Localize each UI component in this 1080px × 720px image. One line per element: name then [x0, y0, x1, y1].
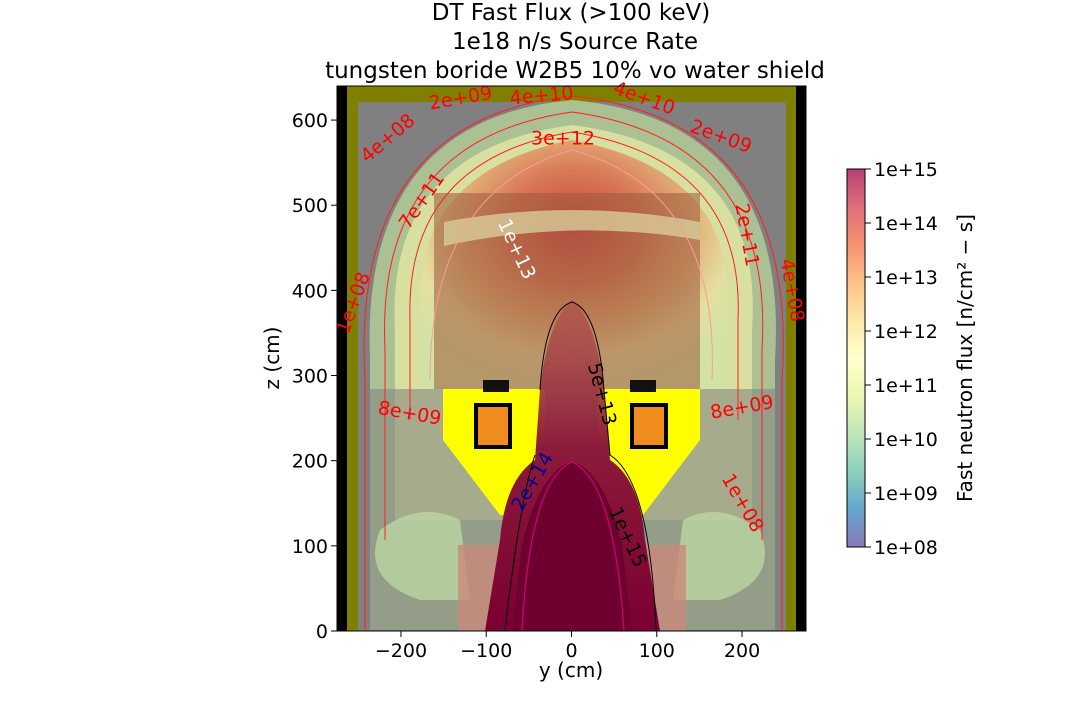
x-tick-label: −100	[460, 640, 512, 662]
contour-line-inner	[409, 131, 739, 420]
contour-line-core	[429, 149, 713, 381]
colorbar-tick-label: 1e+15	[874, 159, 938, 181]
y-tick-label: 600	[292, 110, 328, 132]
x-axis-label: y (cm)	[539, 658, 603, 682]
left-coil	[474, 403, 512, 449]
y-tick-label: 100	[292, 536, 328, 558]
colorbar-label: Fast neutron flux [n/cm² − s]	[953, 214, 977, 502]
flux-map	[337, 86, 806, 631]
contour-line-mid	[384, 111, 764, 540]
colorbar-bar	[846, 168, 866, 548]
y-axis-label: z (cm)	[260, 327, 284, 390]
colorbar-tick-label: 1e+13	[874, 267, 938, 289]
colorbar-tick-label: 1e+12	[874, 321, 938, 343]
colorbar: 1e+08 1e+09 1e+10 1e+11 1e+12 1e+13 1e+14 1e+15…	[846, 159, 977, 559]
x-tick-label: 0	[565, 640, 577, 662]
upper-band	[444, 210, 700, 246]
contour-line-outer	[363, 95, 784, 630]
x-tick-label: 200	[724, 640, 760, 662]
contour-line-5e13	[539, 301, 657, 631]
colorbar-tick-label: 1e+11	[874, 375, 938, 397]
title-line-2: 1e18 n/s Source Rate	[452, 29, 698, 55]
y-tick-label: 200	[292, 451, 328, 473]
colorbar-tick-label: 1e+09	[874, 483, 938, 505]
x-tick-label: −200	[375, 640, 427, 662]
source-core	[512, 462, 632, 631]
y-tick-label: 500	[292, 195, 328, 217]
colorbar-tick-label: 1e+10	[874, 429, 938, 451]
title-line-1: DT Fast Flux (>100 keV)	[432, 0, 711, 26]
colorbar-ticks: 1e+08 1e+09 1e+10 1e+11 1e+12 1e+13 1e+14 1e+15	[865, 159, 938, 559]
title-line-3: tungsten boride W2B5 10% vo water shield	[325, 58, 825, 84]
right-coil	[630, 403, 668, 449]
y-tick-label: 0	[316, 621, 328, 643]
contour-line-1e15	[521, 461, 625, 631]
lower-left-halo	[375, 512, 470, 600]
right-coil-top	[630, 380, 656, 392]
colorbar-tick-label: 1e+08	[874, 537, 938, 559]
contour-label: 3e+12	[531, 127, 595, 149]
y-tick-label: 400	[292, 280, 328, 302]
x-tick-label: 100	[639, 640, 675, 662]
contour-line-beam-left	[504, 454, 536, 631]
chart-title: DT Fast Flux (>100 keV) 1e18 n/s Source …	[325, 0, 825, 84]
y-tick-label: 300	[292, 366, 328, 388]
y-axis-ticks: 0 100 200 300 400 500 600	[292, 110, 337, 643]
left-coil-top	[483, 380, 509, 392]
lower-right-halo	[673, 512, 765, 600]
axes: −200 −100 0 100 200 0 100 200 300 400 500 600 y (c…	[260, 85, 807, 682]
x-axis-ticks: −200 −100 0 100 200	[375, 631, 760, 662]
colorbar-tick-label: 1e+14	[874, 213, 938, 235]
